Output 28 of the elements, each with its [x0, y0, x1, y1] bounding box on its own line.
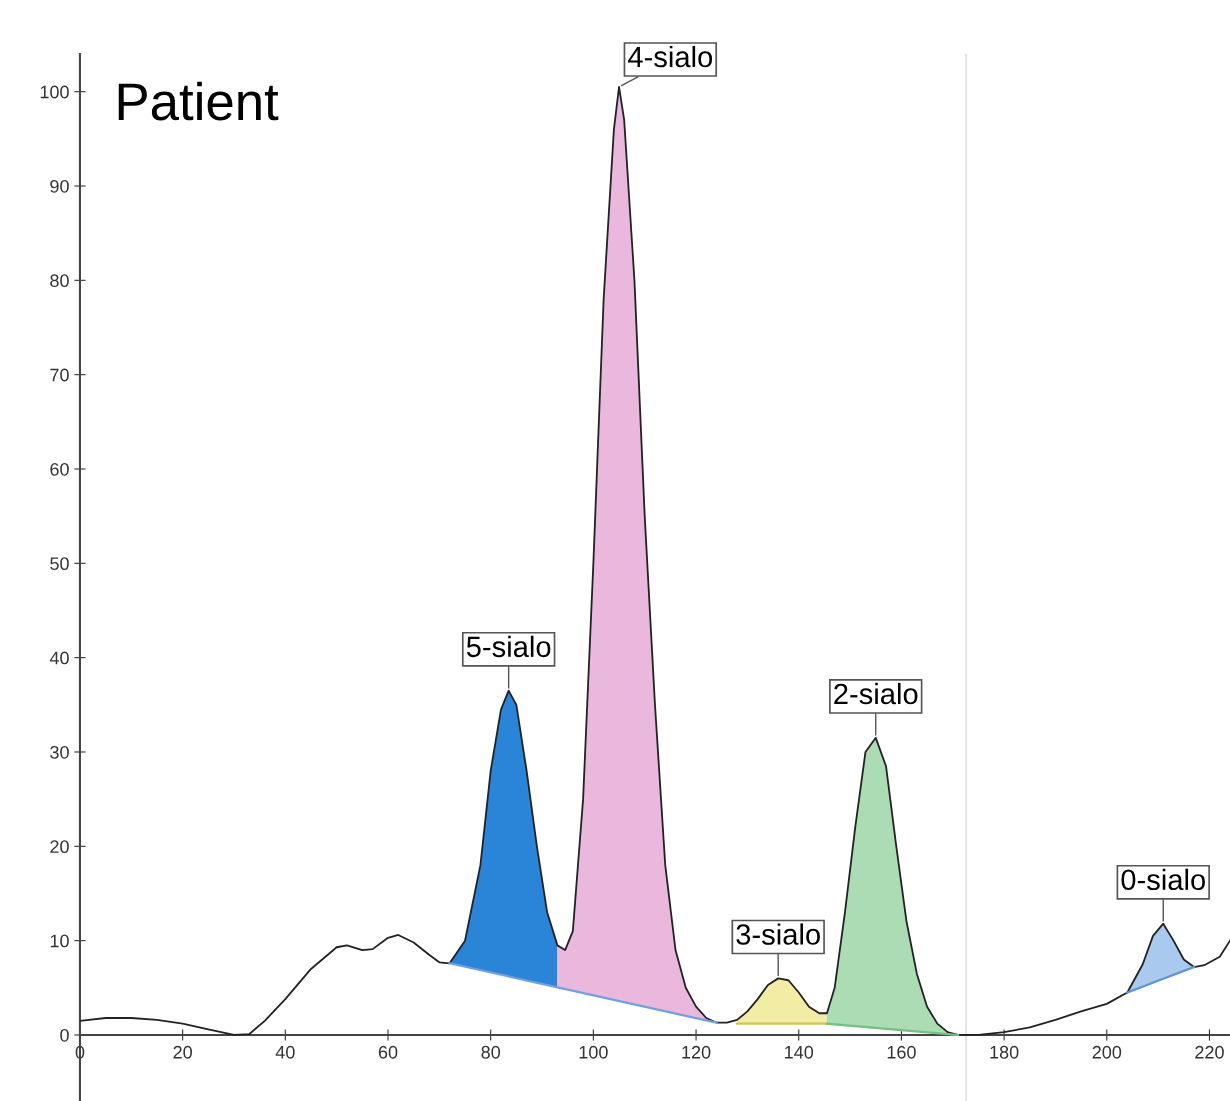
y-tick-label: 10	[50, 934, 69, 948]
chart-title: Patient	[118, 81, 279, 121]
y-tick-label: 30	[50, 745, 69, 759]
annotation: 2-sialo	[834, 682, 918, 705]
y-tick-label: 20	[50, 840, 69, 854]
annotation: 0-sialo	[1121, 868, 1205, 891]
x-tick-label: 20	[173, 1045, 192, 1059]
x-tick-label: 40	[275, 1045, 295, 1059]
x-tick-label: 200	[1092, 1045, 1122, 1059]
y-tick-label: 90	[50, 179, 69, 193]
x-tick-label: 80	[481, 1045, 501, 1059]
y-tick-label: 50	[50, 557, 69, 571]
y-tick-label: 100	[40, 85, 69, 99]
y-tick-label: 80	[50, 274, 69, 288]
annotation: 3-sialo	[736, 923, 820, 945]
y-tick-label: 0	[60, 1028, 69, 1042]
x-tick-label: 120	[682, 1045, 711, 1059]
x-tick-label: 100	[579, 1045, 608, 1059]
x-tick-label: 220	[1195, 1045, 1224, 1059]
y-tick-label: 40	[49, 651, 69, 665]
x-tick-label: 140	[785, 1045, 814, 1059]
x-tick-label: 60	[378, 1045, 398, 1059]
x-tick-label: 160	[887, 1045, 916, 1059]
y-tick-label: 60	[50, 462, 69, 476]
annotation: 4-sialo	[628, 45, 713, 68]
annotation: 5-sialo	[466, 635, 551, 658]
y-tick-label: 70	[50, 368, 69, 382]
x-tick-label: 180	[990, 1045, 1019, 1059]
